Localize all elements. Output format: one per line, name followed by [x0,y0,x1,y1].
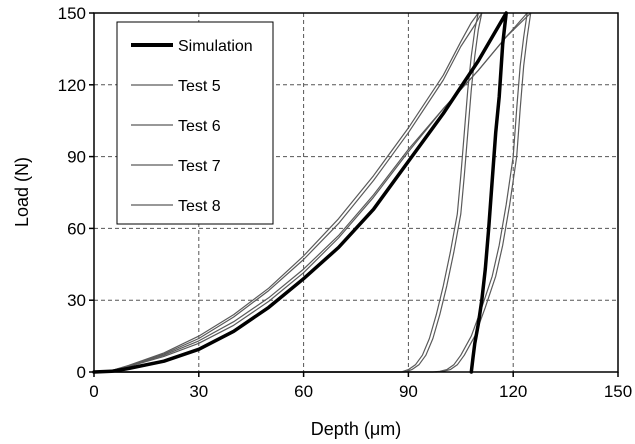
x-tick-labels: 0 30 60 90 120 150 [89,382,632,401]
legend-label-test-8: Test 8 [178,198,221,215]
legend-label-test-6: Test 6 [178,118,221,135]
x-tick-label: 60 [294,382,313,401]
y-tick-label: 0 [77,363,86,382]
legend-label-test-5: Test 5 [178,78,221,95]
y-tick-label: 30 [67,291,86,310]
series-layer [92,11,532,374]
x-tick-label: 90 [399,382,418,401]
legend-label-test-7: Test 7 [178,158,221,175]
x-tick-label: 0 [89,382,98,401]
series-line-test-7 [93,12,483,373]
x-tick-label: 150 [604,382,632,401]
y-tick-label: 120 [58,76,86,95]
y-axis-label: Load (N) [12,157,32,227]
y-tick-label: 60 [67,219,86,238]
legend-box [116,21,274,225]
plot-area-frame [93,12,619,373]
y-tick-label: 150 [58,4,86,23]
legend: Simulation Test 5 Test 6 Test 7 Test 8 [116,21,274,225]
axis-ticks [89,12,619,377]
series-line-test-8 [93,12,479,373]
legend-label-simulation: Simulation [178,38,253,55]
y-tick-label: 90 [67,148,86,167]
x-axis-label: Depth (μm) [311,419,401,439]
series-line-test-6 [93,12,528,373]
x-tick-label: 120 [499,382,527,401]
series-line-simulation [92,11,508,374]
x-tick-label: 30 [189,382,208,401]
series-line-test-5 [93,12,532,373]
y-tick-labels: 0 30 60 90 120 150 [58,4,86,382]
